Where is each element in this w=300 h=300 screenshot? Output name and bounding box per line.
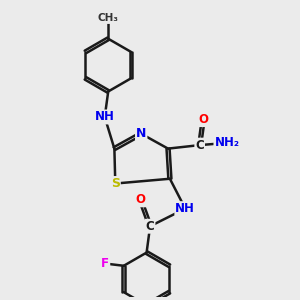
Text: NH₂: NH₂ <box>214 136 239 149</box>
Text: CH₃: CH₃ <box>98 13 119 23</box>
Text: O: O <box>198 113 208 126</box>
Text: C: C <box>146 220 154 233</box>
Text: NH: NH <box>175 202 195 215</box>
Text: C: C <box>195 139 204 152</box>
Text: F: F <box>101 257 109 270</box>
Text: S: S <box>111 177 120 190</box>
Text: NH: NH <box>95 110 115 124</box>
Text: N: N <box>136 127 146 140</box>
Text: O: O <box>135 193 146 206</box>
